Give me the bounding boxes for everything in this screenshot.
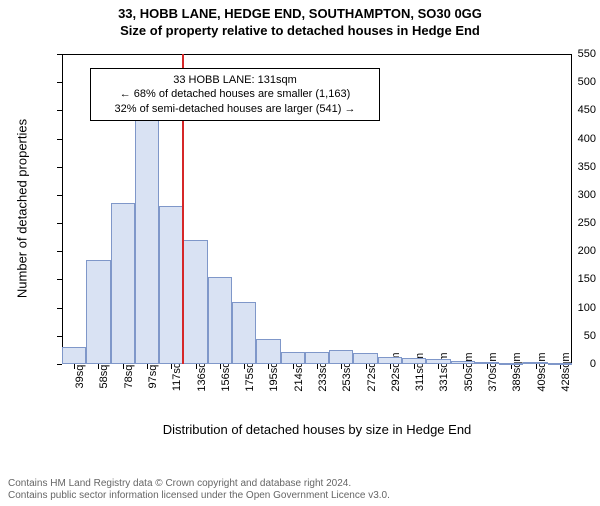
y-tick-mark	[57, 364, 62, 365]
y-tick-mark	[57, 279, 62, 280]
chart-title-sub: Size of property relative to detached ho…	[0, 23, 600, 38]
y-tick-label: 350	[540, 161, 596, 173]
y-axis-title: Number of detached properties	[15, 109, 30, 309]
y-tick-mark	[57, 336, 62, 337]
histogram-bar	[523, 362, 547, 364]
histogram-bar	[402, 358, 426, 364]
histogram-bar	[86, 260, 110, 364]
y-tick-label: 50	[540, 330, 596, 342]
histogram-bar	[305, 352, 329, 364]
annotation-box: 33 HOBB LANE: 131sqm ← 68% of detached h…	[90, 68, 380, 121]
annotation-line1: 33 HOBB LANE: 131sqm	[99, 73, 371, 87]
y-tick-mark	[57, 110, 62, 111]
histogram-bar	[183, 240, 207, 364]
x-tick-label: 389sqm	[511, 352, 523, 391]
x-tick-label: 331sqm	[438, 352, 450, 391]
histogram-bar	[111, 203, 135, 364]
annotation-line2: ← 68% of detached houses are smaller (1,…	[99, 87, 371, 101]
footer-line1: Contains HM Land Registry data © Crown c…	[8, 478, 390, 490]
x-tick-label: 350sqm	[463, 352, 475, 391]
histogram-bar	[281, 352, 305, 364]
y-tick-label: 150	[540, 273, 596, 285]
y-tick-label: 550	[540, 48, 596, 60]
y-tick-mark	[57, 223, 62, 224]
y-tick-label: 300	[540, 189, 596, 201]
y-tick-mark	[57, 167, 62, 168]
y-tick-label: 200	[540, 245, 596, 257]
y-tick-mark	[57, 54, 62, 55]
y-tick-label: 100	[540, 302, 596, 314]
histogram-bar	[475, 362, 499, 364]
histogram-bar	[378, 357, 402, 364]
y-tick-label: 500	[540, 76, 596, 88]
histogram-bar	[208, 277, 232, 364]
x-axis-title: Distribution of detached houses by size …	[62, 422, 572, 437]
x-tick-label: 428sqm	[560, 352, 572, 391]
x-tick-label: 370sqm	[487, 352, 499, 391]
histogram-bar	[62, 347, 86, 364]
histogram-bar	[499, 363, 523, 365]
annotation-line3: 32% of semi-detached houses are larger (…	[99, 102, 371, 116]
y-tick-mark	[57, 308, 62, 309]
histogram-bar	[256, 339, 280, 364]
chart-container: 050100150200250300350400450500550 39sqm5…	[0, 46, 600, 446]
histogram-bar	[135, 110, 159, 364]
y-tick-mark	[57, 195, 62, 196]
y-tick-mark	[57, 82, 62, 83]
y-tick-label: 400	[540, 133, 596, 145]
histogram-bar	[353, 353, 377, 364]
histogram-bar	[159, 206, 183, 364]
footer-line2: Contains public sector information licen…	[8, 490, 390, 502]
histogram-bar	[329, 350, 353, 364]
x-tick-label: 409sqm	[536, 352, 548, 391]
histogram-bar	[232, 302, 256, 364]
y-tick-label: 250	[540, 217, 596, 229]
footer-attribution: Contains HM Land Registry data © Crown c…	[8, 478, 390, 502]
histogram-bar	[451, 361, 475, 364]
chart-title-main: 33, HOBB LANE, HEDGE END, SOUTHAMPTON, S…	[0, 6, 600, 21]
y-tick-label: 450	[540, 104, 596, 116]
histogram-bar	[548, 363, 572, 365]
histogram-bar	[426, 359, 450, 364]
y-tick-mark	[57, 251, 62, 252]
y-tick-mark	[57, 139, 62, 140]
